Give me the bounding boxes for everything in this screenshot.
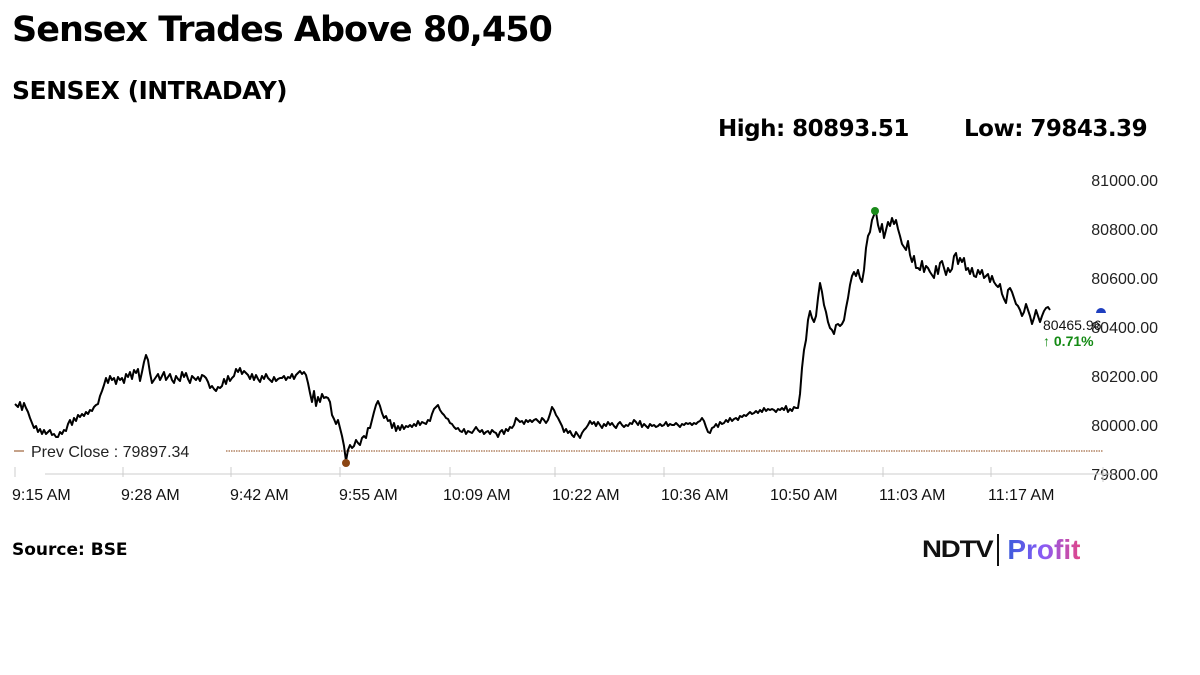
x-tick-label: 10:22 AM: [552, 487, 620, 504]
x-tick-label: 11:03 AM: [879, 487, 945, 504]
y-axis: 81000.00 80800.00 80600.00 80400.00 8020…: [1091, 173, 1158, 484]
logo-ndtv-text: NDTV: [922, 536, 994, 563]
price-line: [14, 211, 1051, 462]
x-tick-label: 10:36 AM: [661, 487, 729, 504]
y-tick-label: 80000.00: [1091, 418, 1158, 435]
x-tick-label: 9:42 AM: [230, 487, 289, 504]
low-value: Low: 79843.39: [964, 116, 1148, 142]
chart-title: Sensex Trades Above 80,450: [12, 10, 553, 50]
y-tick-label: 81000.00: [1091, 173, 1158, 190]
x-tick-label: 11:17 AM: [988, 487, 1054, 504]
chart-subtitle: SENSEX (INTRADAY): [12, 76, 288, 105]
x-tick-label: 10:09 AM: [443, 487, 511, 504]
logo-divider: [997, 534, 1000, 566]
ndtv-profit-logo: NDTV Profit: [922, 532, 1080, 568]
x-tick-label: 9:55 AM: [339, 487, 398, 504]
change-percent-label: ↑ 0.71%: [1043, 333, 1094, 349]
high-marker: [871, 207, 879, 215]
source-label: Source: BSE: [12, 540, 128, 560]
x-tick-label: 10:50 AM: [770, 487, 838, 504]
y-tick-label: 80400.00: [1091, 320, 1158, 337]
last-price-marker: [1096, 308, 1106, 313]
high-value: High: 80893.51: [718, 116, 909, 142]
x-axis: 9:15 AM 9:28 AM 9:42 AM 9:55 AM 10:09 AM…: [12, 467, 1113, 504]
prev-close-line: Prev Close : 79897.34: [14, 444, 1103, 461]
x-tick-label: 9:15 AM: [12, 487, 71, 504]
y-tick-label: 80200.00: [1091, 369, 1158, 386]
y-tick-label: 79800.00: [1091, 467, 1158, 484]
x-tick-label: 9:28 AM: [121, 487, 180, 504]
y-tick-label: 80600.00: [1091, 271, 1158, 288]
low-marker: [342, 459, 350, 467]
prev-close-label: Prev Close : 79897.34: [31, 444, 189, 461]
last-value-label: 80465.96: [1043, 317, 1102, 333]
logo-profit-text: Profit: [1007, 534, 1081, 565]
y-tick-label: 80800.00: [1091, 222, 1158, 239]
